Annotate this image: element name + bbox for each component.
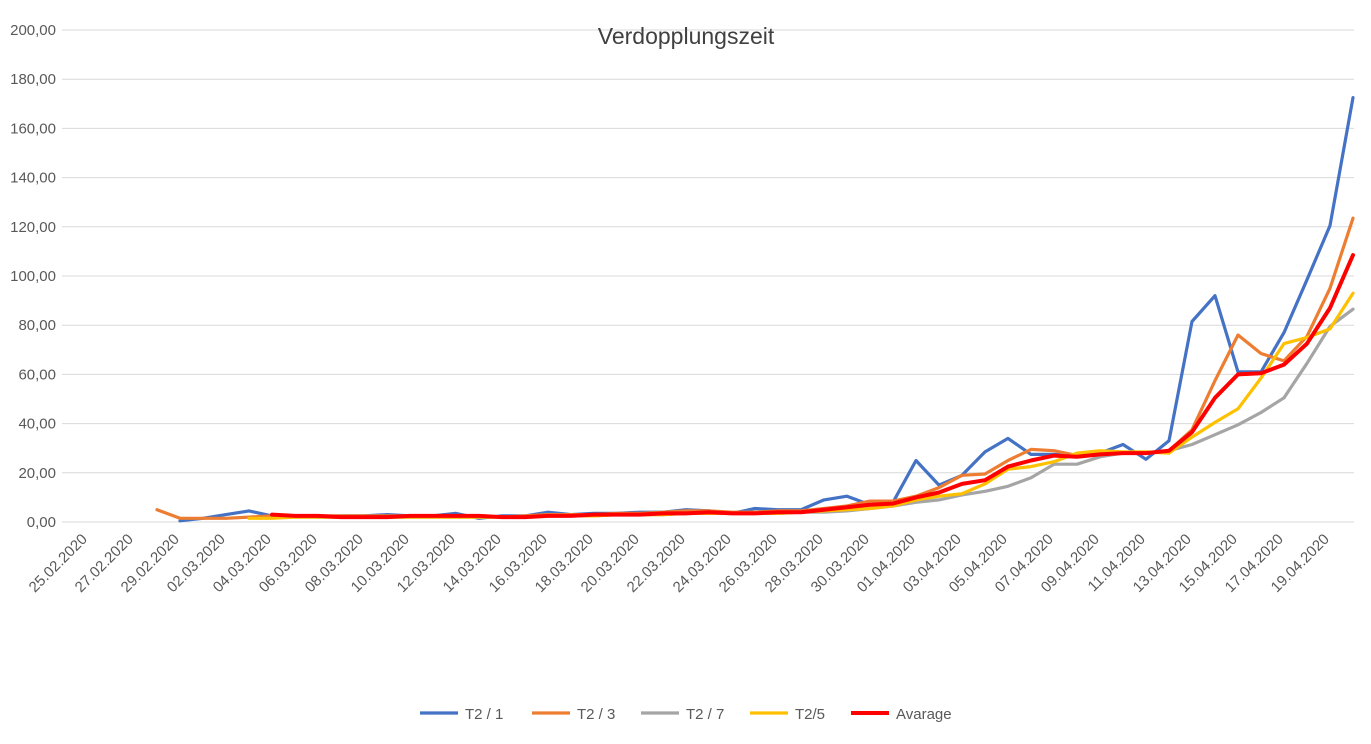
legend-label: Avarage xyxy=(896,706,952,723)
series-line-1 xyxy=(178,96,1355,523)
series-line-4 xyxy=(247,291,1355,520)
y-tick-label: 180,00 xyxy=(10,71,56,88)
y-tick-label: 160,00 xyxy=(10,120,56,137)
chart-title: Verdopplungszeit xyxy=(598,23,775,49)
legend-label: T2 / 3 xyxy=(577,706,615,723)
grid-lines xyxy=(62,29,1354,523)
legend-label: T2/5 xyxy=(795,706,825,723)
y-tick-label: 0,00 xyxy=(27,514,56,531)
series-lines xyxy=(155,96,1355,523)
y-tick-label: 40,00 xyxy=(18,416,56,433)
y-tick-label: 100,00 xyxy=(10,268,56,285)
series-line-5 xyxy=(270,253,1355,520)
y-tick-label: 140,00 xyxy=(10,170,56,187)
series-line-3 xyxy=(293,307,1355,519)
legend-label: T2 / 7 xyxy=(686,706,724,723)
y-tick-label: 80,00 xyxy=(18,317,56,334)
legend-label: T2 / 1 xyxy=(465,706,503,723)
x-axis-tick-labels: 25.02.202027.02.202029.02.202002.03.2020… xyxy=(26,531,1333,596)
y-axis-tick-labels: 0,00 20,00 40,00 60,00 80,00 100,00 120,00 140,… xyxy=(10,22,56,531)
y-tick-label: 60,00 xyxy=(18,366,56,383)
legend: T2 / 1 T2 / 3 T2 / 7 T2/5 Avarage xyxy=(420,706,952,723)
y-tick-label: 200,00 xyxy=(10,22,56,39)
y-tick-label: 120,00 xyxy=(10,219,56,236)
y-tick-label: 20,00 xyxy=(18,465,56,482)
